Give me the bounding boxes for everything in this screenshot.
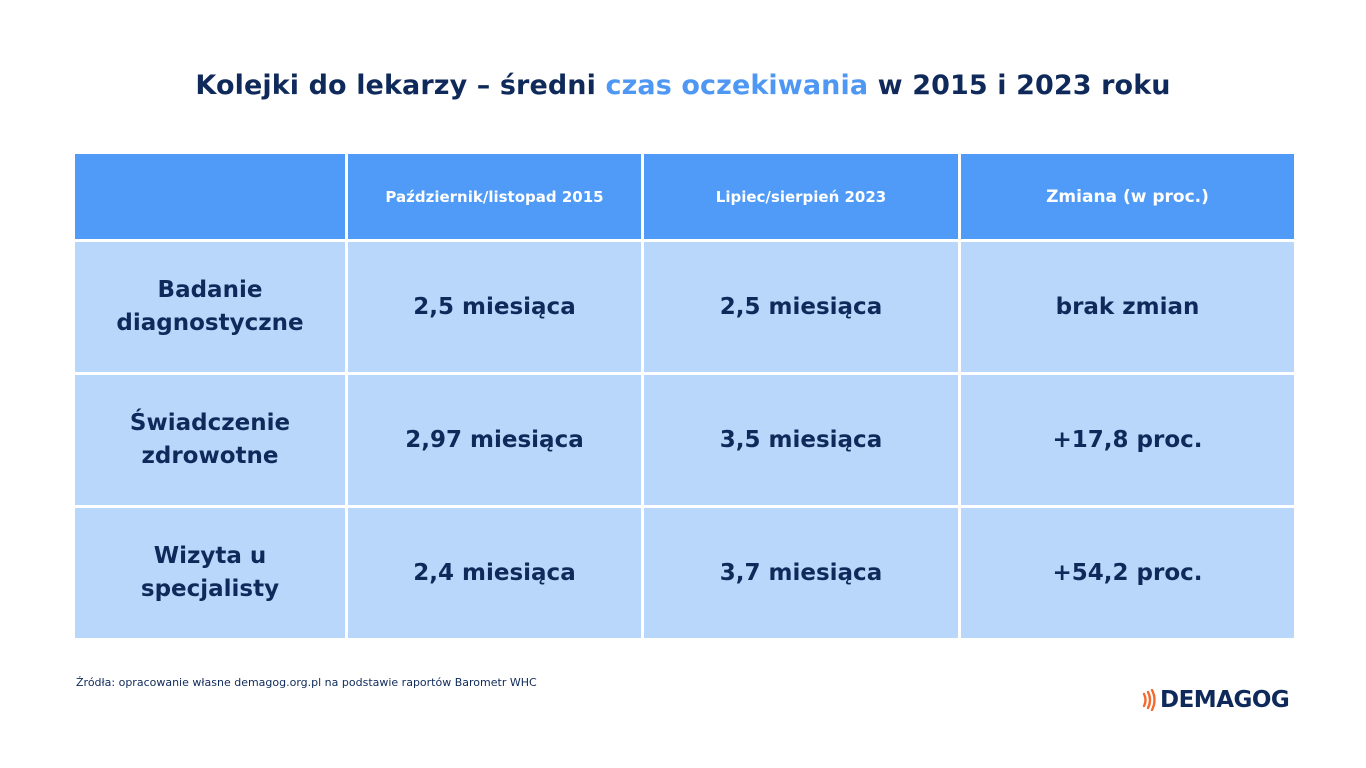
cell-change: +54,2 proc. bbox=[958, 505, 1297, 641]
cell-2015: 2,4 miesiąca bbox=[345, 505, 644, 641]
row-label-line-1: Wizyta u bbox=[153, 542, 267, 569]
header-empty bbox=[72, 151, 348, 242]
cell-2015: 2,5 miesiąca bbox=[345, 239, 644, 375]
sound-waves-icon bbox=[1142, 689, 1156, 711]
page-title: Kolejki do lekarzy – średni czas oczekiw… bbox=[0, 70, 1366, 101]
cell-2015: 2,97 miesiąca bbox=[345, 372, 644, 508]
row-label: Wizyta u specjalisty bbox=[72, 505, 348, 641]
row-label-line-1: Badanie bbox=[157, 276, 263, 303]
row-label-line-2: zdrowotne bbox=[141, 443, 279, 469]
title-part-2: w 2015 i 2023 roku bbox=[868, 70, 1171, 101]
source-note: Źródła: opracowanie własne demagog.org.p… bbox=[76, 676, 537, 689]
logo-text: DEMAGOG bbox=[1160, 687, 1290, 713]
table-row: Świadczenie zdrowotne 2,97 miesiąca 3,5 … bbox=[72, 372, 1297, 508]
cell-2023: 2,5 miesiąca bbox=[641, 239, 961, 375]
demagog-logo: DEMAGOG bbox=[1142, 686, 1290, 714]
row-label-line-2: specjalisty bbox=[140, 576, 280, 602]
waiting-times-table: Październik/listopad 2015 Lipiec/sierpie… bbox=[72, 151, 1297, 641]
row-label-line-2: diagnostyczne bbox=[116, 310, 304, 336]
row-label: Świadczenie zdrowotne bbox=[72, 372, 348, 508]
header-change: Zmiana (w proc.) bbox=[958, 151, 1297, 242]
row-label-line-1: Świadczenie bbox=[129, 409, 291, 436]
header-2023: Lipiec/sierpień 2023 bbox=[641, 151, 961, 242]
cell-change: +17,8 proc. bbox=[958, 372, 1297, 508]
cell-2023: 3,7 miesiąca bbox=[641, 505, 961, 641]
header-2015: Październik/listopad 2015 bbox=[345, 151, 644, 242]
table-header-row: Październik/listopad 2015 Lipiec/sierpie… bbox=[72, 151, 1297, 242]
title-part-1: Kolejki do lekarzy – średni bbox=[195, 70, 606, 101]
table-row: Badanie diagnostyczne 2,5 miesiąca 2,5 m… bbox=[72, 239, 1297, 375]
table-row: Wizyta u specjalisty 2,4 miesiąca 3,7 mi… bbox=[72, 505, 1297, 641]
title-accent: czas oczekiwania bbox=[605, 70, 869, 101]
row-label: Badanie diagnostyczne bbox=[72, 239, 348, 375]
cell-change: brak zmian bbox=[958, 239, 1297, 375]
cell-2023: 3,5 miesiąca bbox=[641, 372, 961, 508]
